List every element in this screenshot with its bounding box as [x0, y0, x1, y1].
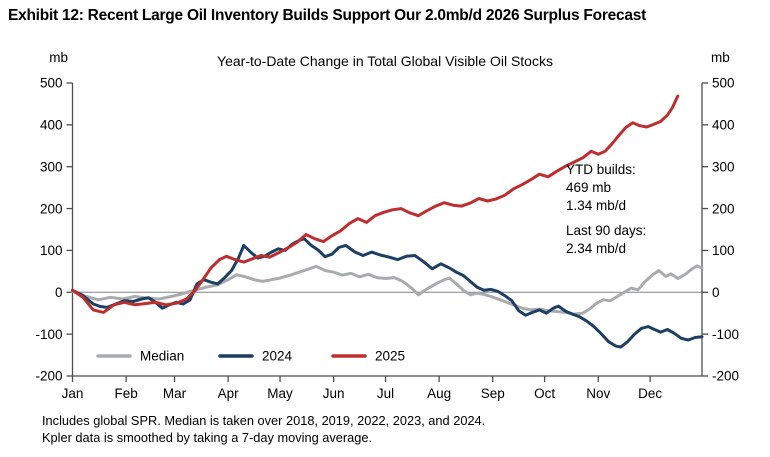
x-axis-month-label: Oct: [534, 386, 555, 401]
footnote-line-2: Kpler data is smoothed by taking a 7-day…: [42, 430, 372, 445]
right-axis-tick-label: 500: [712, 76, 735, 91]
annotation-last90-rate: 2.34 mb/d: [566, 241, 626, 256]
x-axis-month-label: Jul: [377, 386, 394, 401]
left-axis-tick-label: 200: [40, 201, 63, 216]
footnote-line-1: Includes global SPR. Median is taken ove…: [42, 413, 485, 428]
series-line-median: [71, 264, 704, 316]
chart-title: Year-to-Date Change in Total Global Visi…: [217, 53, 553, 69]
annotation-ytd-label: YTD builds:: [566, 162, 636, 177]
right-axis-tick-label: 400: [712, 118, 735, 133]
right-axis-tick-label: -100: [712, 327, 739, 342]
x-axis-month-label: Nov: [586, 386, 610, 401]
legend-label-median: Median: [140, 349, 184, 364]
annotation-ytd-rate: 1.34 mb/d: [566, 198, 626, 213]
x-axis-month-label: Feb: [114, 386, 137, 401]
right-axis-tick-label: 200: [712, 201, 735, 216]
x-axis-month-label: Jan: [62, 386, 84, 401]
left-axis-tick-label: -100: [35, 327, 62, 342]
legend-layer: Median 2024 2025: [96, 349, 405, 364]
series-line-2025: [71, 94, 680, 314]
series-layer: [71, 94, 704, 349]
left-axis-tick-label: 500: [40, 76, 63, 91]
right-axis-tick-label: 100: [712, 243, 735, 258]
x-axis-month-label: Mar: [163, 386, 187, 401]
annotation-last90-label: Last 90 days:: [566, 223, 646, 238]
left-axis-tick-label: 0: [55, 285, 63, 300]
right-axis-tick-label: 0: [712, 285, 720, 300]
left-axis-tick-label: 400: [40, 118, 63, 133]
x-axis-month-label: Sep: [481, 386, 505, 401]
series-line-2024: [71, 237, 704, 349]
exhibit-title: Exhibit 12: Recent Large Oil Inventory B…: [8, 7, 647, 24]
annotation-ytd-mb: 469 mb: [566, 180, 611, 195]
annotation-block: YTD builds: 469 mb 1.34 mb/d Last 90 day…: [566, 162, 646, 256]
x-axis-month-label: May: [267, 386, 293, 401]
right-axis-unit-label: mb: [711, 50, 730, 65]
x-axis-month-label: Dec: [638, 386, 662, 401]
ytd-oil-stocks-chart: Year-to-Date Change in Total Global Visi…: [35, 50, 739, 445]
axes-layer: 500 500 400 400 300 300 200 200 100 100 0 0 -100 -100…: [35, 76, 739, 401]
left-axis-unit-label: mb: [49, 50, 68, 65]
left-axis-tick-label: 300: [40, 159, 63, 174]
x-axis-month-label: Apr: [218, 386, 240, 401]
right-axis-tick-label: 300: [712, 159, 735, 174]
x-axis-month-label: Jun: [323, 386, 345, 401]
left-axis-tick-label: -200: [35, 369, 62, 384]
legend-label-2025: 2025: [375, 349, 405, 364]
right-axis-tick-label: -200: [712, 369, 739, 384]
x-axis-month-label: Aug: [427, 386, 451, 401]
left-axis-tick-label: 100: [40, 243, 63, 258]
legend-label-2024: 2024: [262, 349, 293, 364]
